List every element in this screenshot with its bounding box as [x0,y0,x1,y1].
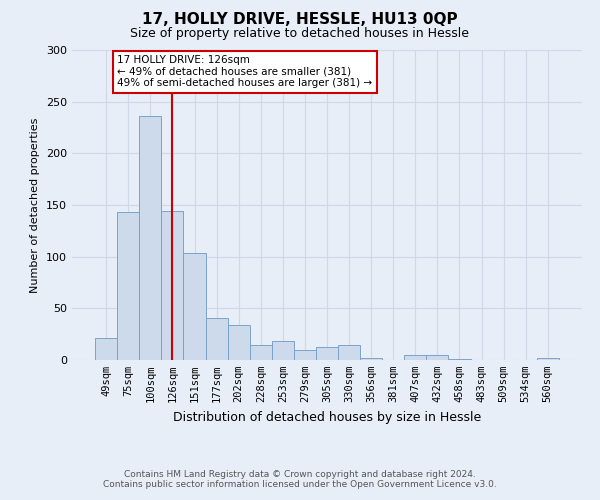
X-axis label: Distribution of detached houses by size in Hessle: Distribution of detached houses by size … [173,410,481,424]
Bar [294,350,316,360]
Bar [404,355,427,360]
Bar [206,318,227,360]
Bar [139,116,161,360]
Bar [227,325,250,360]
Bar [338,344,360,360]
Text: Size of property relative to detached houses in Hessle: Size of property relative to detached ho… [131,28,470,40]
Bar [448,359,470,360]
Bar [95,338,117,360]
Bar [360,358,382,360]
Bar [537,358,559,360]
Bar [316,346,338,360]
Text: Contains HM Land Registry data © Crown copyright and database right 2024.
Contai: Contains HM Land Registry data © Crown c… [103,470,497,489]
Bar [184,252,206,360]
Text: 17, HOLLY DRIVE, HESSLE, HU13 0QP: 17, HOLLY DRIVE, HESSLE, HU13 0QP [142,12,458,28]
Bar [161,211,184,360]
Bar [117,212,139,360]
Bar [427,355,448,360]
Text: 17 HOLLY DRIVE: 126sqm
← 49% of detached houses are smaller (381)
49% of semi-de: 17 HOLLY DRIVE: 126sqm ← 49% of detached… [117,55,373,88]
Bar [250,344,272,360]
Bar [272,342,294,360]
Y-axis label: Number of detached properties: Number of detached properties [31,118,40,292]
